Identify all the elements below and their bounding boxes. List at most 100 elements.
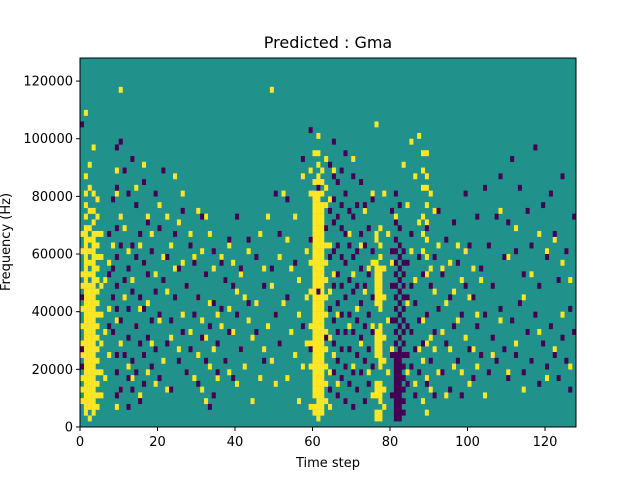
heatmap-cell-high xyxy=(273,380,278,387)
heatmap-cell-high xyxy=(91,375,96,382)
heatmap-cell-low xyxy=(331,369,336,376)
heatmap-cell-high xyxy=(328,369,333,376)
heatmap-cell-high xyxy=(378,265,383,272)
heatmap-cell-low xyxy=(118,386,123,393)
heatmap-cell-high xyxy=(316,190,321,197)
heatmap-cell-high xyxy=(436,369,441,376)
heatmap-cell-low xyxy=(273,311,278,318)
heatmap-cell-high xyxy=(103,277,108,284)
heatmap-cell-low xyxy=(308,236,313,243)
heatmap-cell-low xyxy=(126,305,131,312)
heatmap-cell-low xyxy=(362,357,367,364)
heatmap-cell-high xyxy=(269,86,274,93)
heatmap-cell-high xyxy=(91,230,96,237)
heatmap-cell-high xyxy=(545,375,550,382)
heatmap-cell-low xyxy=(176,357,181,364)
heatmap-cell-high xyxy=(87,415,92,422)
heatmap-cell-low xyxy=(180,207,185,214)
heatmap-cell-high xyxy=(382,265,387,272)
heatmap-cell-low xyxy=(161,277,166,284)
chart-title: Predicted : Gma xyxy=(264,33,392,52)
heatmap-cell-high xyxy=(413,277,418,284)
heatmap-cell-low xyxy=(316,288,321,295)
heatmap-cell-high xyxy=(370,323,375,330)
heatmap-cell-high xyxy=(204,398,209,405)
heatmap-cell-high xyxy=(157,202,162,209)
heatmap-cell-high xyxy=(316,398,321,405)
heatmap-cell-low xyxy=(370,363,375,370)
heatmap-cell-low xyxy=(417,369,422,376)
heatmap-area xyxy=(80,58,577,427)
heatmap-cell-high xyxy=(91,190,96,197)
heatmap-cell-high xyxy=(374,328,379,335)
heatmap-cell-low xyxy=(390,248,395,255)
heatmap-cell-high xyxy=(200,386,205,393)
heatmap-cell-low xyxy=(126,403,131,410)
heatmap-cell-high xyxy=(374,230,379,237)
heatmap-cell-high xyxy=(107,352,112,358)
heatmap-cell-high xyxy=(448,259,453,266)
heatmap-cell-low xyxy=(397,300,402,307)
heatmap-cell-low xyxy=(479,352,484,358)
heatmap-cell-low xyxy=(285,294,290,301)
heatmap-cell-high xyxy=(83,236,88,243)
heatmap-cell-high xyxy=(138,392,143,399)
heatmap-cell-low xyxy=(397,409,402,416)
heatmap-cell-high xyxy=(145,300,150,307)
heatmap-cell-high xyxy=(320,248,325,255)
heatmap-cell-low xyxy=(393,386,398,393)
heatmap-cell-low xyxy=(490,282,495,289)
heatmap-cell-low xyxy=(111,196,116,203)
heatmap-cell-low xyxy=(393,282,398,289)
heatmap-cell-high xyxy=(285,375,290,382)
heatmap-cell-high xyxy=(374,352,379,358)
heatmap-cell-high xyxy=(145,369,150,376)
heatmap-cell-high xyxy=(95,403,100,410)
heatmap-cell-high xyxy=(312,190,317,197)
heatmap-cell-low xyxy=(463,190,468,197)
heatmap-cell-low xyxy=(560,173,565,180)
heatmap-cell-high xyxy=(91,409,96,416)
heatmap-cell-low xyxy=(300,156,305,162)
heatmap-cell-high xyxy=(87,352,92,358)
heatmap-cell-high xyxy=(312,357,317,364)
heatmap-cell-low xyxy=(409,328,414,335)
heatmap-cell-high xyxy=(374,259,379,266)
heatmap-cell-high xyxy=(374,409,379,416)
heatmap-cell-low xyxy=(80,363,85,370)
heatmap-cell-high xyxy=(424,375,429,382)
heatmap-cell-low xyxy=(529,242,534,249)
heatmap-cell-high xyxy=(91,369,96,376)
heatmap-cell-low xyxy=(405,323,410,330)
heatmap-cell-high xyxy=(362,288,367,295)
heatmap-cell-high xyxy=(312,236,317,243)
heatmap-cell-high xyxy=(308,167,313,174)
heatmap-cell-high xyxy=(359,340,364,347)
heatmap-cell-high xyxy=(266,323,271,330)
heatmap-cell-high xyxy=(455,242,460,249)
x-axis: 0 20 40 60 80 100 120 xyxy=(76,427,557,450)
heatmap-cell-high xyxy=(378,346,383,353)
heatmap-cell-high xyxy=(281,190,286,197)
heatmap-cell-low xyxy=(339,346,344,353)
heatmap-cell-high xyxy=(87,248,92,255)
heatmap-cell-low xyxy=(359,265,364,272)
heatmap-cell-low xyxy=(107,230,112,237)
heatmap-cell-high xyxy=(374,288,379,295)
heatmap-cell-high xyxy=(374,282,379,289)
heatmap-cell-high xyxy=(308,340,313,347)
heatmap-cell-low xyxy=(514,248,519,255)
heatmap-cell-high xyxy=(312,386,317,393)
heatmap-cell-high xyxy=(378,288,383,295)
heatmap-cell-high xyxy=(432,207,437,214)
heatmap-cell-high xyxy=(312,196,317,203)
heatmap-cell-high xyxy=(374,236,379,243)
heatmap-cell-high xyxy=(324,346,329,353)
heatmap-cell-high xyxy=(467,380,472,387)
heatmap-cell-high xyxy=(370,190,375,197)
heatmap-cell-high xyxy=(405,202,410,209)
heatmap-cell-low xyxy=(370,328,375,335)
heatmap-cell-low xyxy=(537,282,542,289)
heatmap-cell-low xyxy=(405,352,410,358)
heatmap-cell-low xyxy=(401,305,406,312)
